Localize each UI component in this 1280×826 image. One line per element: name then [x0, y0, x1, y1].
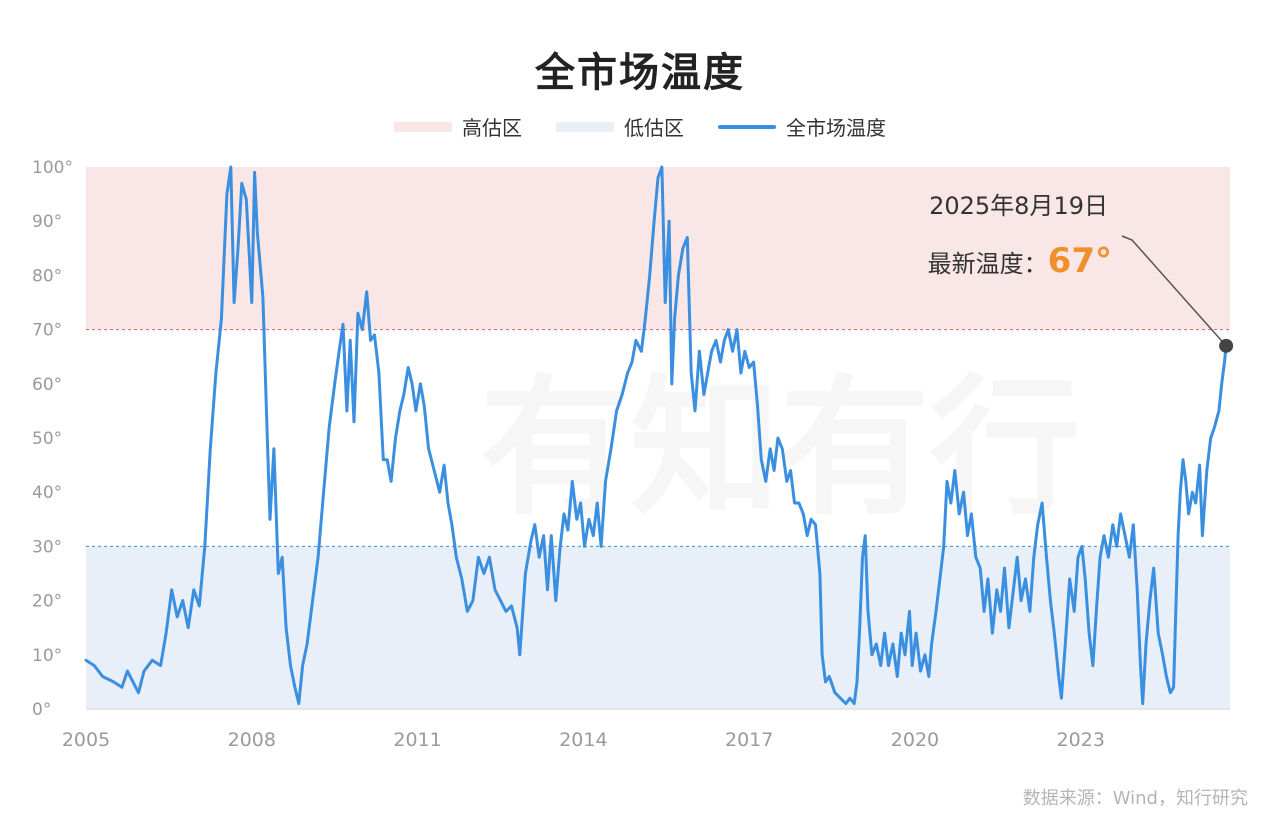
y-tick-label: 50° [32, 429, 62, 449]
legend-swatch-temperature [718, 124, 776, 129]
y-tick-label: 70° [32, 321, 62, 341]
x-tick-label: 2023 [1057, 729, 1105, 751]
y-tick-label: 30° [32, 537, 62, 557]
latest-point-marker [1219, 338, 1234, 353]
legend-item-low[interactable]: 低估区 [556, 112, 684, 141]
x-tick-label: 2014 [559, 729, 607, 751]
y-tick-label: 40° [32, 483, 62, 503]
y-tick-label: 20° [32, 592, 62, 612]
legend-label-temperature: 全市场温度 [786, 116, 886, 140]
y-tick-label: 10° [32, 646, 62, 666]
y-axis: 0° 10° 20° 30° 40° 50° 60° 70° 80° 90° 100° [32, 158, 73, 720]
y-tick-label: 0° [32, 700, 51, 720]
annotation-leader-hook [1121, 235, 1227, 347]
annotation-date: 2025年8月19日 [929, 192, 1108, 220]
x-tick-label: 2008 [228, 729, 276, 751]
legend-item-temperature[interactable]: 全市场温度 [718, 112, 886, 141]
legend-item-high[interactable]: 高估区 [394, 112, 522, 141]
y-tick-label: 80° [32, 266, 62, 286]
low-valuation-band [86, 546, 1230, 709]
legend: 高估区 低估区 全市场温度 [0, 112, 1280, 141]
y-tick-label: 60° [32, 375, 62, 395]
legend-label-high: 高估区 [462, 116, 522, 140]
source-note: 数据来源：Wind，知行研究 [1022, 788, 1248, 809]
x-tick-label: 2005 [62, 729, 110, 751]
x-tick-label: 2011 [393, 729, 441, 751]
chart-title: 全市场温度 [535, 50, 745, 96]
legend-label-low: 低估区 [624, 116, 684, 140]
y-tick-label: 100° [32, 158, 73, 178]
annotation-value: 67° [1048, 241, 1112, 281]
annotation-label-text: 最新温度： [928, 250, 1048, 278]
series-line-temperature [84, 165, 1228, 706]
x-tick-label: 2017 [725, 729, 773, 751]
x-axis: 2005 2008 2011 2014 2017 2020 2023 [62, 729, 1105, 751]
y-tick-label: 90° [32, 212, 62, 232]
legend-swatch-low [556, 121, 614, 132]
legend-swatch-high [394, 121, 452, 132]
x-tick-label: 2020 [891, 729, 939, 751]
annotation-label: 最新温度：67° [928, 241, 1112, 281]
